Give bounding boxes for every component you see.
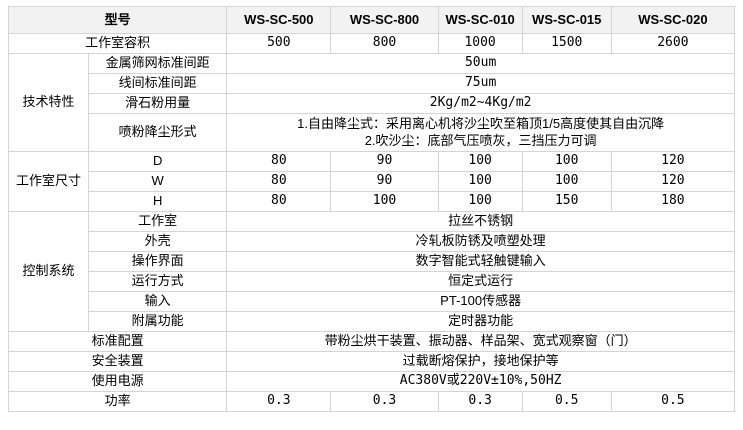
row-label-power-supply: 使用电源 (7, 371, 228, 392)
table-row-dim-h: H 80 100 100 150 180 (9, 191, 736, 212)
row-label-mesh-spacing: 金属筛网标准间距 (88, 53, 228, 74)
header-model-0: WS-SC-500 (226, 6, 332, 34)
header-model-1: WS-SC-800 (330, 6, 439, 34)
specification-table: 型号 WS-SC-500 WS-SC-800 WS-SC-010 WS-SC-0… (7, 6, 736, 412)
table-row-std-config: 标准配置 带粉尘烘干装置、振动器、样品架、宽式观察窗（门） (7, 331, 735, 352)
row-label-dim-d: D (88, 151, 228, 172)
header-model-2: WS-SC-010 (437, 6, 523, 34)
row-label-line-spacing: 线间标准间距 (88, 73, 228, 94)
table-row-dust-form: 喷粉降尘形式 1.自由降尘式：采用离心机将沙尘吹至箱顶1/5高度使其自由沉降 2… (9, 113, 735, 152)
input-value: PT-100传感器 (226, 291, 735, 312)
dim-h-value-2: 100 (437, 191, 523, 212)
dust-form-value: 1.自由降尘式：采用离心机将沙尘吹至箱顶1/5高度使其自由沉降 2.吹沙尘：底部… (226, 113, 735, 152)
power-supply-value: AC380V或220V±10%,50HZ (226, 371, 735, 392)
row-label-aux-function: 附属功能 (88, 311, 228, 332)
volume-value-3: 1500 (521, 33, 612, 54)
dim-h-value-0: 80 (226, 191, 332, 212)
aux-function-value: 定时器功能 (226, 311, 735, 332)
dim-h-value-1: 100 (330, 191, 439, 212)
row-label-dim-h: H (88, 191, 228, 212)
table-row-input: 输入 PT-100传感器 (9, 291, 735, 312)
row-label-std-config: 标准配置 (7, 331, 228, 352)
row-label-dim-w: W (88, 171, 228, 192)
volume-value-0: 500 (226, 33, 332, 54)
dim-h-value-4: 180 (610, 191, 736, 212)
row-label-chamber: 工作室 (88, 211, 228, 232)
row-label-shell: 外壳 (88, 231, 228, 252)
table-row-dim-w: W 80 90 100 100 120 (9, 171, 736, 192)
dim-w-value-1: 90 (330, 171, 439, 192)
table-row-volume: 工作室容积 500 800 1000 1500 2600 (7, 33, 736, 54)
dim-d-value-1: 90 (330, 151, 439, 172)
table-row-dim-d: 工作室尺寸 D 80 90 100 100 120 (7, 151, 736, 212)
chamber-value: 拉丝不锈钢 (226, 211, 735, 232)
table-row-mesh-spacing: 技术特性 金属筛网标准间距 50um (7, 53, 735, 152)
row-label-talc-amount: 滑石粉用量 (88, 93, 228, 114)
safety-value: 过载断熔保护，接地保护等 (226, 351, 735, 372)
power-value-0: 0.3 (226, 391, 332, 412)
dim-w-value-3: 100 (521, 171, 612, 192)
volume-value-2: 1000 (437, 33, 523, 54)
row-label-dust-form: 喷粉降尘形式 (88, 113, 228, 152)
row-label-safety: 安全装置 (7, 351, 228, 372)
dust-form-line-2: 2.吹沙尘：底部气压喷灰，三挡压力可调 (364, 132, 597, 148)
interface-value: 数字智能式轻触键输入 (226, 251, 735, 272)
header-model-4: WS-SC-020 (610, 6, 736, 34)
table-row-talc-amount: 滑石粉用量 2Kg/m2~4Kg/m2 (9, 93, 735, 114)
row-label-volume: 工作室容积 (7, 33, 228, 54)
group-label-dimensions: 工作室尺寸 (7, 151, 90, 212)
header-model-3: WS-SC-015 (521, 6, 612, 34)
talc-amount-value: 2Kg/m2~4Kg/m2 (226, 93, 735, 114)
table-row-line-spacing: 线间标准间距 75um (9, 73, 735, 94)
shell-value: 冷轧板防锈及喷塑处理 (226, 231, 735, 252)
table-row-shell: 外壳 冷轧板防锈及喷塑处理 (9, 231, 735, 252)
mesh-spacing-value: 50um (226, 53, 735, 74)
table-row-safety: 安全装置 过载断熔保护，接地保护等 (7, 351, 735, 372)
power-value-2: 0.3 (437, 391, 523, 412)
line-spacing-value: 75um (226, 73, 735, 94)
table-row-run-mode: 运行方式 恒定式运行 (9, 271, 735, 292)
dim-h-value-3: 150 (521, 191, 612, 212)
dim-d-value-2: 100 (437, 151, 523, 172)
header-model-label: 型号 (7, 6, 228, 34)
group-label-control-system: 控制系统 (7, 211, 90, 332)
table-header-row: 型号 WS-SC-500 WS-SC-800 WS-SC-010 WS-SC-0… (7, 6, 736, 34)
table-row-aux-function: 附属功能 定时器功能 (9, 311, 735, 332)
dim-w-value-2: 100 (437, 171, 523, 192)
table-row-power-supply: 使用电源 AC380V或220V±10%,50HZ (7, 371, 735, 392)
dim-d-value-0: 80 (226, 151, 332, 172)
dim-d-value-3: 100 (521, 151, 612, 172)
dim-w-value-0: 80 (226, 171, 332, 192)
dim-w-value-4: 120 (610, 171, 736, 192)
power-value-1: 0.3 (330, 391, 439, 412)
dim-d-value-4: 120 (610, 151, 736, 172)
row-label-power: 功率 (7, 391, 228, 412)
row-label-run-mode: 运行方式 (88, 271, 228, 292)
row-label-input: 输入 (88, 291, 228, 312)
group-label-tech: 技术特性 (7, 53, 90, 152)
run-mode-value: 恒定式运行 (226, 271, 735, 292)
std-config-value: 带粉尘烘干装置、振动器、样品架、宽式观察窗（门） (226, 331, 735, 352)
power-value-3: 0.5 (521, 391, 612, 412)
dust-form-line-1: 1.自由降尘式：采用离心机将沙尘吹至箱顶1/5高度使其自由沉降 (297, 116, 665, 132)
volume-value-1: 800 (330, 33, 439, 54)
table-row-chamber: 控制系统 工作室 拉丝不锈钢 (7, 211, 735, 332)
power-value-4: 0.5 (610, 391, 736, 412)
volume-value-4: 2600 (610, 33, 736, 54)
table-row-interface: 操作界面 数字智能式轻触键输入 (9, 251, 735, 272)
row-label-interface: 操作界面 (88, 251, 228, 272)
table-row-power: 功率 0.3 0.3 0.3 0.5 0.5 (7, 391, 736, 412)
